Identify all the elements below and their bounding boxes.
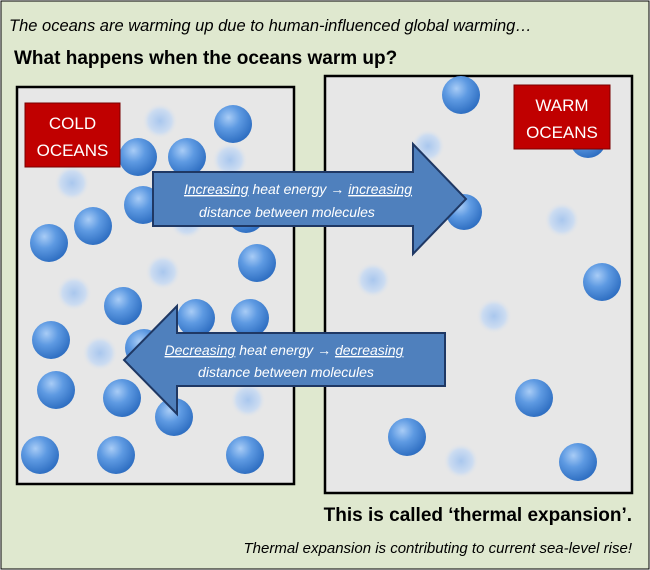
molecule <box>103 379 141 417</box>
molecule-faded <box>54 165 90 201</box>
cold-label-line1: COLD <box>49 114 96 133</box>
molecule <box>155 398 193 436</box>
molecule-faded <box>212 142 248 178</box>
molecule <box>226 436 264 474</box>
molecule <box>177 299 215 337</box>
molecule-faded <box>56 275 92 311</box>
question-heading: What happens when the oceans warm up? <box>14 48 397 69</box>
molecule <box>119 138 157 176</box>
molecule <box>515 379 553 417</box>
molecule <box>388 418 426 456</box>
molecule <box>238 244 276 282</box>
warm-label-line2: OCEANS <box>526 123 598 142</box>
intro-text: The oceans are warming up due to human-i… <box>9 17 532 35</box>
right-arrow-shape <box>152 141 468 257</box>
molecule <box>583 263 621 301</box>
molecule <box>32 321 70 359</box>
warm-oceans-label: WARM OCEANS <box>513 84 611 150</box>
molecule <box>442 76 480 114</box>
left-arrow-line2: distance between molecules <box>198 364 374 380</box>
molecule <box>231 299 269 337</box>
molecule-faded <box>476 298 512 334</box>
molecule <box>74 207 112 245</box>
molecule-faded <box>443 443 479 479</box>
increasing-arrow: Increasing heat energy → increasing dist… <box>152 141 468 257</box>
left-arrow-word2: decreasing <box>335 342 404 358</box>
molecule <box>37 371 75 409</box>
molecule-faded <box>142 103 178 139</box>
left-arrow-word1: Decreasing <box>165 342 236 358</box>
molecule <box>168 138 206 176</box>
molecule <box>214 105 252 143</box>
cold-molecules <box>21 103 276 474</box>
sea-level-note: Thermal expansion is contributing to cur… <box>243 540 632 557</box>
left-arrow-line1: Decreasing heat energy → decreasing <box>165 342 404 358</box>
decreasing-arrow: Decreasing heat energy → decreasing dist… <box>122 303 446 417</box>
molecule-faded <box>82 335 118 371</box>
right-arrow-line1: Increasing heat energy → increasing <box>184 181 412 197</box>
left-arrow-shape <box>122 303 446 417</box>
cold-label-line2: OCEANS <box>37 141 109 160</box>
molecule <box>21 436 59 474</box>
warm-label-line1: WARM <box>535 96 588 115</box>
cold-label-box <box>24 102 121 168</box>
molecule-faded <box>355 262 391 298</box>
right-arrow-word1: Increasing <box>184 181 249 197</box>
right-arrow-line2: distance between molecules <box>199 204 375 220</box>
molecule <box>30 224 68 262</box>
left-arrow-mid1: heat energy → <box>235 342 335 358</box>
molecule <box>104 287 142 325</box>
molecule <box>559 443 597 481</box>
right-arrow-mid1: heat energy → <box>249 181 349 197</box>
warm-label-box <box>513 84 611 150</box>
right-arrow-word2: increasing <box>348 181 412 197</box>
conclusion-heading: This is called ‘thermal expansion’. <box>324 505 632 526</box>
molecule-faded <box>544 202 580 238</box>
molecule-faded <box>230 382 266 418</box>
molecule-faded <box>145 254 181 290</box>
cold-oceans-label: COLD OCEANS <box>24 102 121 168</box>
molecule <box>97 436 135 474</box>
